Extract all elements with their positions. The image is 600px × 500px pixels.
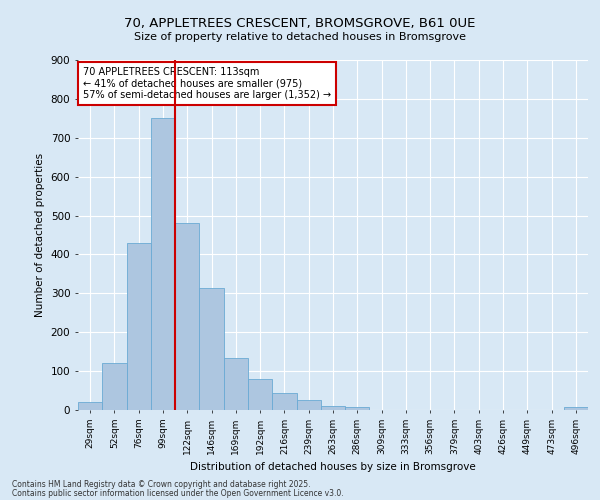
Text: 70, APPLETREES CRESCENT, BROMSGROVE, B61 0UE: 70, APPLETREES CRESCENT, BROMSGROVE, B61… <box>124 18 476 30</box>
Bar <box>151 118 175 410</box>
Text: 70 APPLETREES CRESCENT: 113sqm
← 41% of detached houses are smaller (975)
57% of: 70 APPLETREES CRESCENT: 113sqm ← 41% of … <box>83 67 331 100</box>
Bar <box>248 379 272 410</box>
Bar <box>224 358 248 410</box>
Bar <box>321 406 345 410</box>
Bar <box>272 392 296 410</box>
Y-axis label: Number of detached properties: Number of detached properties <box>35 153 45 317</box>
Bar <box>345 407 370 410</box>
Text: Contains HM Land Registry data © Crown copyright and database right 2025.: Contains HM Land Registry data © Crown c… <box>12 480 311 489</box>
Bar <box>199 288 224 410</box>
Text: Contains public sector information licensed under the Open Government Licence v3: Contains public sector information licen… <box>12 489 344 498</box>
Bar <box>175 224 199 410</box>
X-axis label: Distribution of detached houses by size in Bromsgrove: Distribution of detached houses by size … <box>190 462 476 472</box>
Text: Size of property relative to detached houses in Bromsgrove: Size of property relative to detached ho… <box>134 32 466 42</box>
Bar <box>127 243 151 410</box>
Bar <box>78 402 102 410</box>
Bar <box>102 364 127 410</box>
Bar <box>564 407 588 410</box>
Bar <box>296 400 321 410</box>
